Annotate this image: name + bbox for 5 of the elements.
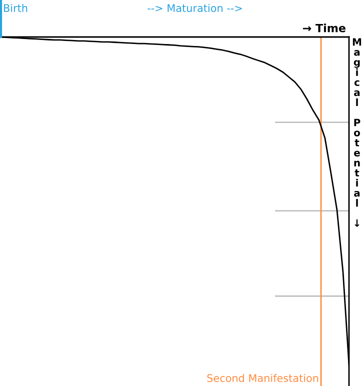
text: --> Maturation -->: [148, 4, 242, 12]
text: Birth: [4, 4, 28, 12]
text: Second Manifestation: [207, 374, 318, 382]
text: Magical Potential ↓: [352, 38, 362, 227]
x-axis-title: → Time: [302, 24, 346, 32]
